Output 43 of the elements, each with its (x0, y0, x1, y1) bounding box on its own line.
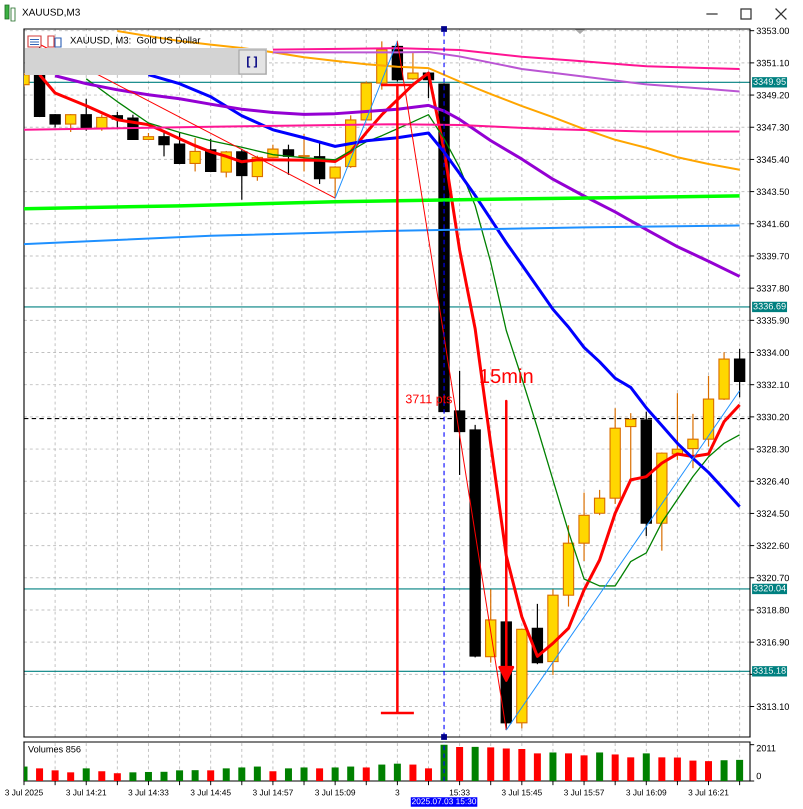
y-tick-label: 3349.20 (756, 92, 790, 98)
y-tick-label: 3332.10 (756, 382, 790, 388)
y-tick-label: 3343.50 (756, 188, 790, 196)
y-tick-label: 3324.50 (756, 510, 790, 517)
y-tick-label: 3345.40 (756, 156, 790, 163)
x-tick-label: 3 Jul 15:09 (315, 789, 356, 796)
x-tick-label: 3 Jul 16:09 (626, 789, 666, 796)
ref-line-label: 3336.69 (753, 302, 786, 310)
x-tick-label: 3 Jul 2025 (5, 789, 43, 796)
y-tick-label: 3334.00 (756, 349, 790, 356)
chart-title: XAUUSD,M3 (22, 8, 80, 17)
ref-line-label: 3320.04 (753, 584, 786, 592)
x-tick-label: 3 Jul 16:21 (688, 789, 728, 796)
y-tick-label: 3322.60 (756, 542, 790, 550)
y-tick-label: 3328.30 (756, 446, 790, 452)
y-tick-label: 3326.40 (756, 478, 790, 485)
y-tick-label: 3313.10 (756, 703, 790, 710)
ref-line-label: 3315.18 (753, 667, 786, 674)
annotation: [ ] (247, 56, 257, 68)
ref-line-label: 3349.95 (753, 78, 786, 85)
y-tick-label: 3335.90 (756, 317, 790, 324)
x-tick-label: 3 Jul 14:21 (66, 789, 106, 796)
y-tick-label: 3330.20 (756, 414, 790, 420)
y-tick-label: 0 (756, 772, 761, 780)
x-tick-label: 3 Jul 14:33 (128, 789, 168, 796)
y-tick-label: 3353.00 (756, 28, 790, 34)
y-tick-label: 3316.90 (756, 639, 790, 646)
x-tick-label: 3 Jul 15:57 (564, 789, 604, 796)
y-tick-label: 3318.80 (756, 606, 790, 614)
y-tick-label: 3351.10 (756, 60, 790, 66)
x-tick-label: 3 (395, 790, 400, 796)
y-tick-label: 3339.70 (756, 252, 790, 260)
ref-line-label: 2025.07.03 15:30 (412, 798, 476, 804)
x-tick-label: 3 Jul 14:57 (252, 789, 293, 796)
chart-title: Volumes 856 (28, 746, 81, 752)
y-tick-label: 3337.80 (756, 285, 790, 292)
x-tick-label: 15:33 (450, 790, 470, 796)
y-tick-label: 2011 (756, 744, 776, 752)
y-tick-label: 3320.70 (756, 574, 790, 582)
y-tick-label: 3347.30 (756, 124, 790, 131)
x-tick-label: 3 Jul 14:45 (190, 789, 231, 796)
x-tick-label: 3 Jul 15:45 (502, 789, 542, 796)
y-tick-label: 3341.60 (756, 220, 790, 228)
